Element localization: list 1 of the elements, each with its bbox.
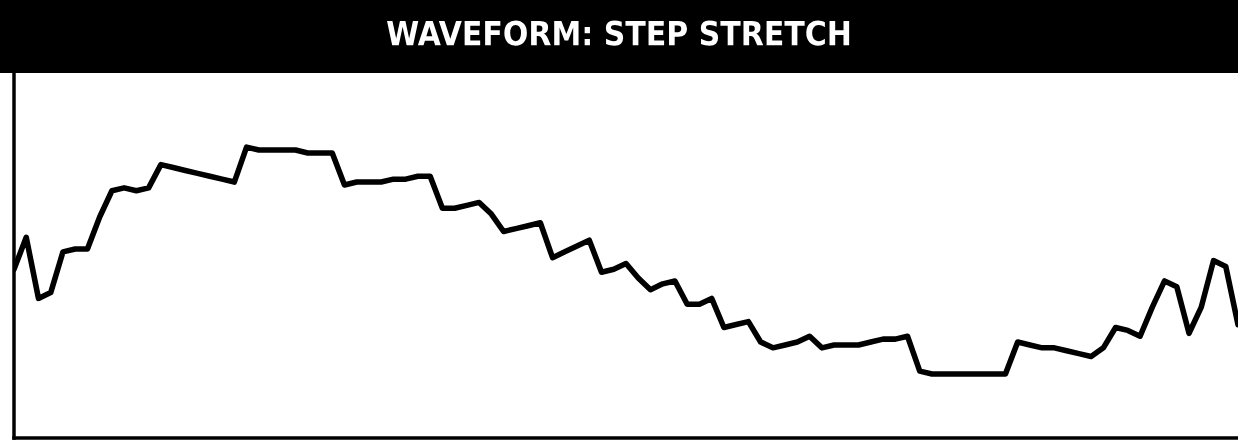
chart-title: WAVEFORM: STEP STRETCH — [387, 20, 850, 46]
